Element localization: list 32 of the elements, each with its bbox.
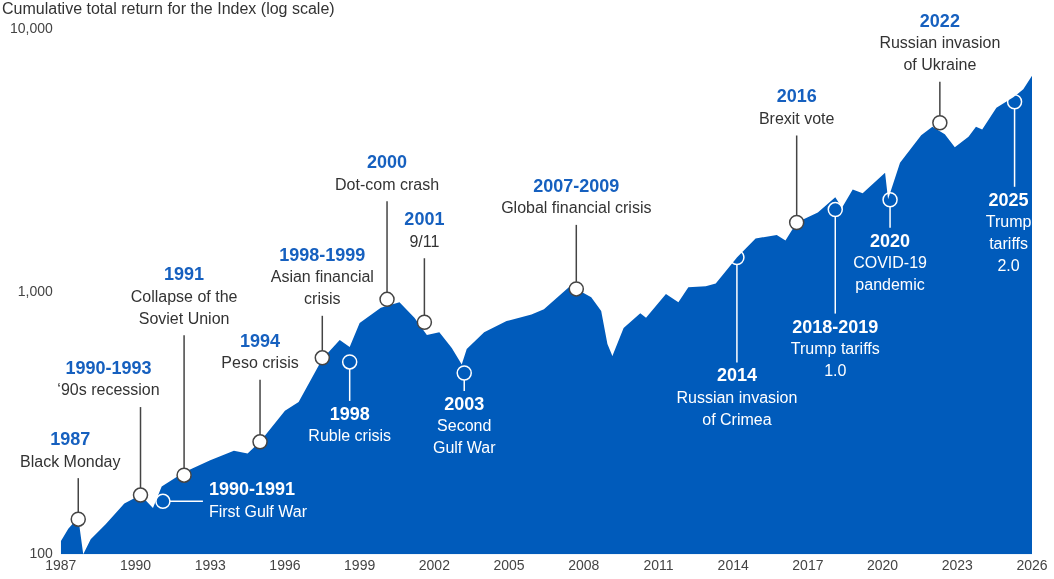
x-tick-label: 2020	[867, 557, 899, 574]
annotation: 2001 9/11	[404, 209, 445, 250]
annotation: 1991 Collapse of the Soviet Union	[130, 264, 238, 327]
annotation: 1998 Ruble crisis	[308, 403, 392, 445]
annotation: 2003 Second Gulf War	[432, 393, 497, 457]
annotation: 2007-2009 Global financial crisis	[501, 175, 652, 217]
x-tick-label: 2017	[792, 557, 824, 574]
annotation: 2000 Dot-com crash	[335, 152, 440, 193]
annotation: 1990-1993 ‘90s recession	[57, 358, 160, 399]
annotation: 2022 Russian invasion of Ukraine	[879, 10, 1001, 74]
y-tick-label: 10,000	[9, 20, 54, 37]
x-tick-label: 2002	[418, 557, 451, 574]
x-tick-label: 1999	[344, 557, 376, 574]
x-tick-label: 2005	[493, 557, 525, 574]
x-tick-label: 2008	[568, 557, 600, 574]
annotation: 1998-1999 Asian financial crisis	[270, 244, 374, 308]
annotation: 2016 Brexit vote	[758, 86, 835, 127]
x-tick-label: 2014	[717, 557, 749, 574]
x-tick-label: 1987	[45, 557, 77, 574]
x-tick-label: 1990	[119, 557, 152, 574]
x-tick-label: 2011	[643, 557, 674, 574]
x-tick-label: 1996	[269, 557, 301, 574]
x-tick-label: 1993	[194, 557, 227, 574]
x-tick-label: 2026	[1016, 557, 1048, 574]
y-tick-label: 1,000	[17, 282, 54, 299]
annotation: 1990-1991 First Gulf War	[208, 479, 308, 520]
annotation: 1987 Black Monday	[20, 429, 121, 470]
annotation: 2020 COVID-19 pandemic	[853, 230, 928, 294]
x-tick-label: 2023	[941, 557, 974, 574]
annotation: 1994 Peso crisis	[221, 330, 299, 372]
chart-title: Cumulative total return for the Index (log scale)	[2, 0, 335, 18]
annotation: 2025 Trump tariffs 2.0	[985, 189, 1032, 275]
